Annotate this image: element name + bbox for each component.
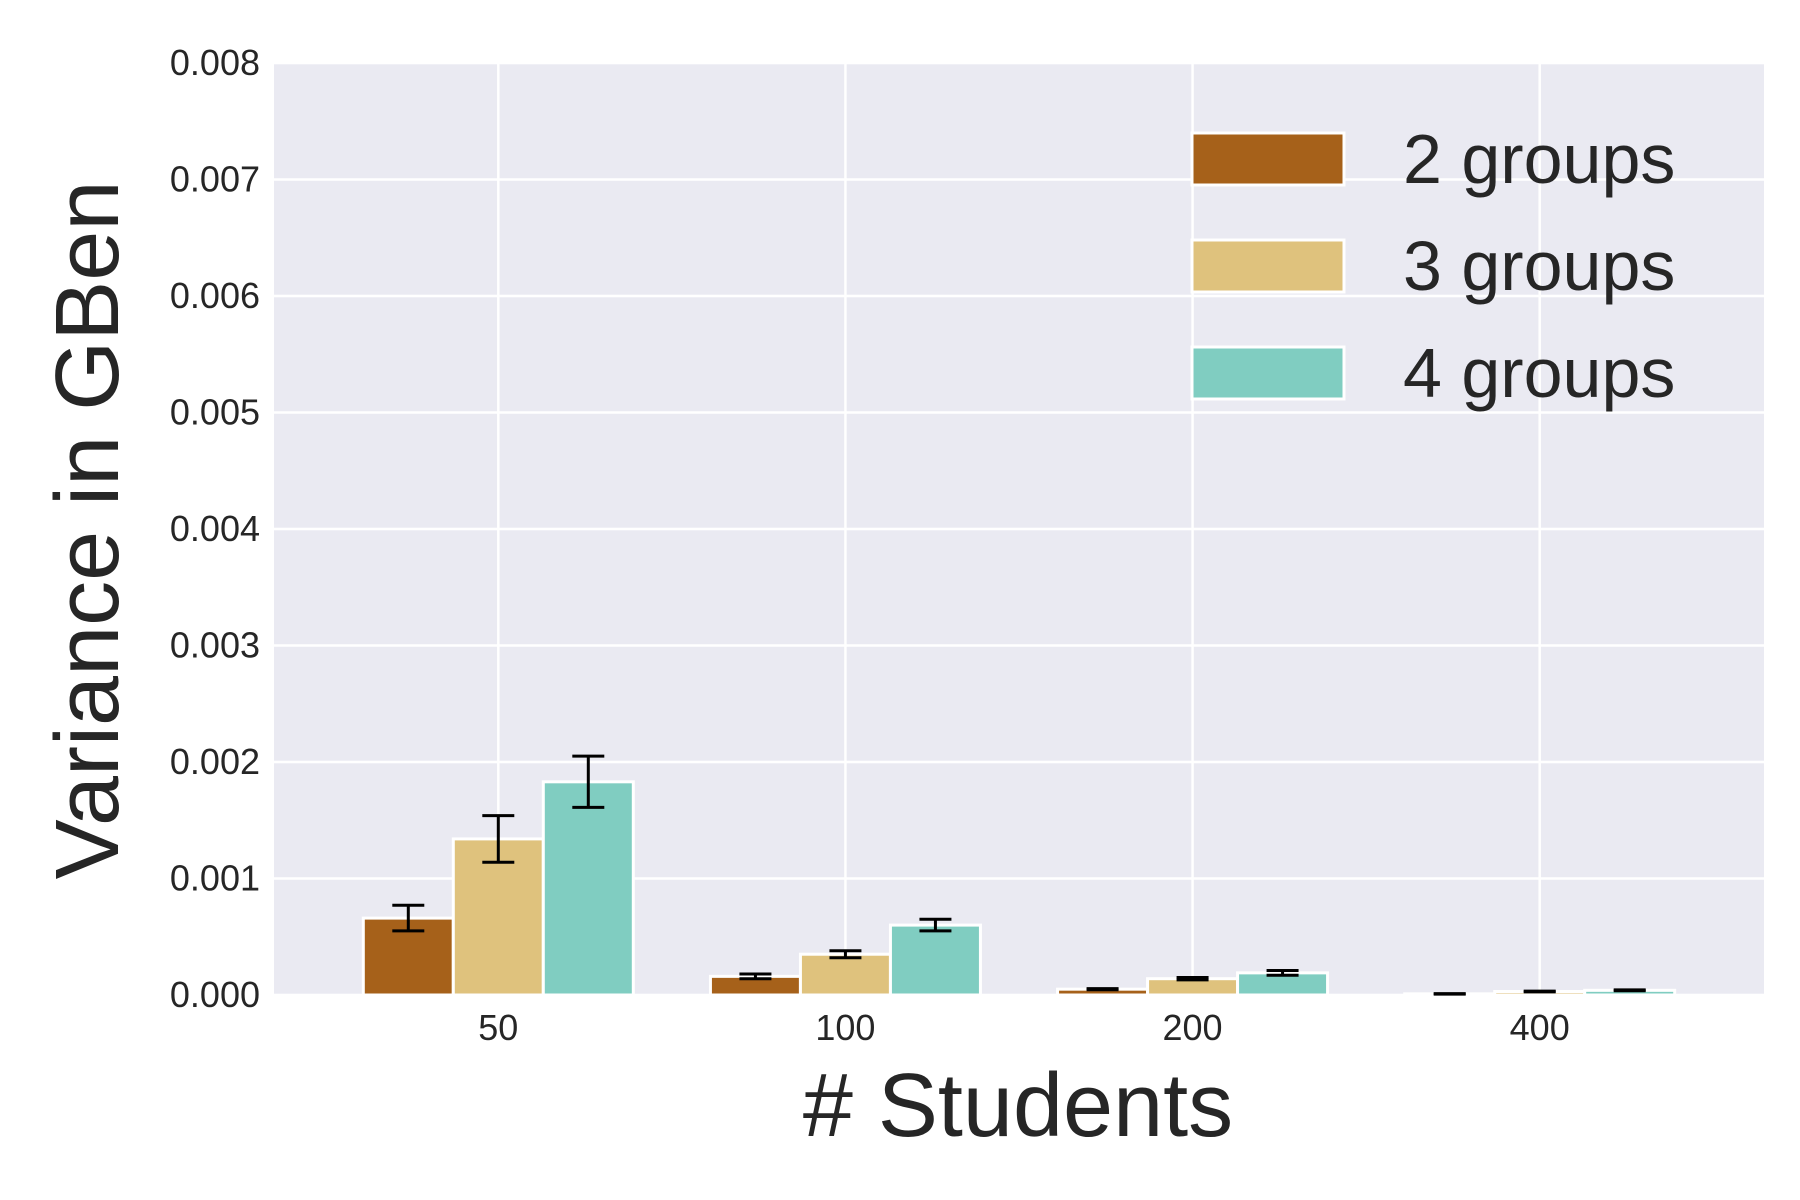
error-bars <box>392 754 1646 996</box>
y-tick-label: 0.000 <box>170 974 260 1015</box>
y-tick-label: 0.008 <box>170 42 260 83</box>
bar-3-groups-100 <box>798 952 892 997</box>
bar-4-groups-100 <box>888 923 982 997</box>
y-tick-label: 0.002 <box>170 741 260 782</box>
error-bar <box>739 972 772 981</box>
error-bar <box>919 917 952 933</box>
x-tick-label: 200 <box>1163 1007 1223 1048</box>
legend-swatch <box>1190 238 1346 294</box>
error-bar <box>829 949 862 960</box>
legend-label: 4 groups <box>1403 334 1675 412</box>
bar-2-groups-50 <box>361 916 455 997</box>
legend-label: 2 groups <box>1403 120 1675 198</box>
y-tick-label: 0.005 <box>170 392 260 433</box>
error-bar <box>1613 988 1646 993</box>
y-tick-label: 0.006 <box>170 275 260 316</box>
bar-4-groups-50 <box>541 780 635 997</box>
y-axis-ticks: 0.000 0.001 0.002 0.003 0.004 0.005 0.006 0.007… <box>170 42 260 1015</box>
x-axis-title: # Students <box>803 1056 1233 1156</box>
error-bar <box>482 814 515 864</box>
x-tick-label: 400 <box>1510 1007 1570 1048</box>
y-tick-label: 0.003 <box>170 625 260 666</box>
x-tick-label: 100 <box>815 1007 875 1048</box>
y-tick-label: 0.001 <box>170 858 260 899</box>
y-tick-label: 0.004 <box>170 508 260 549</box>
error-bar <box>572 754 605 809</box>
legend-label: 3 groups <box>1403 227 1675 305</box>
x-axis-ticks: 50 100 200 400 <box>478 1007 1569 1048</box>
error-bar <box>1266 969 1299 977</box>
error-bar <box>1086 987 1119 992</box>
error-bar <box>392 903 425 933</box>
legend: 2 groups 3 groups 4 groups <box>1190 120 1675 412</box>
error-bar <box>1523 989 1556 994</box>
y-tick-label: 0.007 <box>170 159 260 200</box>
legend-swatch <box>1190 131 1346 187</box>
x-tick-label: 50 <box>478 1007 518 1048</box>
legend-swatch <box>1190 345 1346 401</box>
y-axis-title: Variance in GBen <box>38 181 138 880</box>
error-bar <box>1176 976 1209 982</box>
